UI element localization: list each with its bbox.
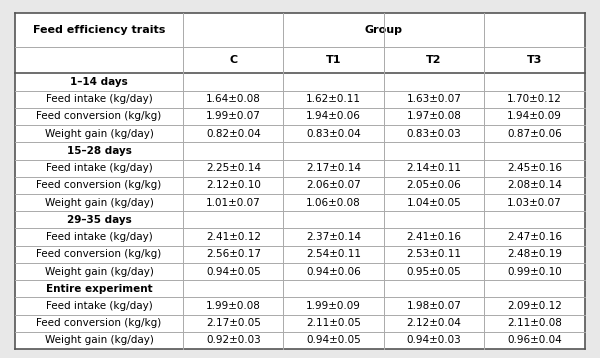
Text: 2.12±0.04: 2.12±0.04	[407, 318, 461, 328]
Text: 1.99±0.09: 1.99±0.09	[306, 301, 361, 311]
Text: 0.99±0.10: 0.99±0.10	[507, 266, 562, 276]
Text: 2.06±0.07: 2.06±0.07	[306, 180, 361, 190]
Text: Feed conversion (kg/kg): Feed conversion (kg/kg)	[37, 318, 162, 328]
Text: 0.92±0.03: 0.92±0.03	[206, 335, 260, 345]
Text: 0.83±0.04: 0.83±0.04	[306, 129, 361, 139]
Text: 1.01±0.07: 1.01±0.07	[206, 198, 260, 208]
Text: T2: T2	[426, 55, 442, 65]
Text: 2.05±0.06: 2.05±0.06	[407, 180, 461, 190]
Text: 1.94±0.09: 1.94±0.09	[507, 111, 562, 121]
Text: 2.41±0.12: 2.41±0.12	[206, 232, 261, 242]
Text: 2.11±0.05: 2.11±0.05	[306, 318, 361, 328]
Text: 0.82±0.04: 0.82±0.04	[206, 129, 260, 139]
Text: Feed intake (kg/day): Feed intake (kg/day)	[46, 163, 152, 173]
Text: 2.08±0.14: 2.08±0.14	[507, 180, 562, 190]
Text: 1.70±0.12: 1.70±0.12	[507, 94, 562, 104]
Text: T3: T3	[527, 55, 542, 65]
Text: 0.87±0.06: 0.87±0.06	[507, 129, 562, 139]
Text: Feed conversion (kg/kg): Feed conversion (kg/kg)	[37, 249, 162, 259]
Text: Feed conversion (kg/kg): Feed conversion (kg/kg)	[37, 180, 162, 190]
Text: 0.94±0.03: 0.94±0.03	[407, 335, 461, 345]
Text: Feed intake (kg/day): Feed intake (kg/day)	[46, 232, 152, 242]
Text: 2.48±0.19: 2.48±0.19	[507, 249, 562, 259]
Text: Feed intake (kg/day): Feed intake (kg/day)	[46, 94, 152, 104]
Text: Group: Group	[365, 25, 403, 34]
Text: C: C	[229, 55, 238, 65]
Text: Weight gain (kg/day): Weight gain (kg/day)	[44, 198, 154, 208]
Text: 29–35 days: 29–35 days	[67, 215, 131, 225]
Text: 0.83±0.03: 0.83±0.03	[407, 129, 461, 139]
Text: 2.09±0.12: 2.09±0.12	[507, 301, 562, 311]
Text: 1.99±0.07: 1.99±0.07	[206, 111, 261, 121]
Text: 2.37±0.14: 2.37±0.14	[306, 232, 361, 242]
Text: 2.14±0.11: 2.14±0.11	[406, 163, 461, 173]
Text: 2.54±0.11: 2.54±0.11	[306, 249, 361, 259]
Text: Entire experiment: Entire experiment	[46, 284, 152, 294]
Text: 0.94±0.06: 0.94±0.06	[306, 266, 361, 276]
Text: Feed intake (kg/day): Feed intake (kg/day)	[46, 301, 152, 311]
Text: 2.45±0.16: 2.45±0.16	[507, 163, 562, 173]
Text: 2.41±0.16: 2.41±0.16	[406, 232, 461, 242]
Text: 0.95±0.05: 0.95±0.05	[407, 266, 461, 276]
Text: 2.25±0.14: 2.25±0.14	[206, 163, 261, 173]
Text: Feed efficiency traits: Feed efficiency traits	[33, 25, 165, 34]
Text: 1.03±0.07: 1.03±0.07	[507, 198, 562, 208]
Text: 2.56±0.17: 2.56±0.17	[206, 249, 261, 259]
Text: 2.11±0.08: 2.11±0.08	[507, 318, 562, 328]
Text: T1: T1	[326, 55, 341, 65]
Text: 0.94±0.05: 0.94±0.05	[306, 335, 361, 345]
Text: Weight gain (kg/day): Weight gain (kg/day)	[44, 266, 154, 276]
Text: 2.12±0.10: 2.12±0.10	[206, 180, 261, 190]
Text: 0.96±0.04: 0.96±0.04	[507, 335, 562, 345]
Text: 1.62±0.11: 1.62±0.11	[306, 94, 361, 104]
Text: 0.94±0.05: 0.94±0.05	[206, 266, 260, 276]
Text: 1.97±0.08: 1.97±0.08	[407, 111, 461, 121]
Text: 1.64±0.08: 1.64±0.08	[206, 94, 261, 104]
Text: 2.53±0.11: 2.53±0.11	[406, 249, 461, 259]
Text: 1.04±0.05: 1.04±0.05	[407, 198, 461, 208]
Text: 1.94±0.06: 1.94±0.06	[306, 111, 361, 121]
Text: 1.63±0.07: 1.63±0.07	[407, 94, 461, 104]
Text: Weight gain (kg/day): Weight gain (kg/day)	[44, 129, 154, 139]
Text: 1.06±0.08: 1.06±0.08	[306, 198, 361, 208]
Text: 1.99±0.08: 1.99±0.08	[206, 301, 261, 311]
Text: 1.98±0.07: 1.98±0.07	[407, 301, 461, 311]
Text: 15–28 days: 15–28 days	[67, 146, 131, 156]
Text: 2.47±0.16: 2.47±0.16	[507, 232, 562, 242]
Text: Feed conversion (kg/kg): Feed conversion (kg/kg)	[37, 111, 162, 121]
Text: 1–14 days: 1–14 days	[70, 77, 128, 87]
Text: Weight gain (kg/day): Weight gain (kg/day)	[44, 335, 154, 345]
Text: 2.17±0.14: 2.17±0.14	[306, 163, 361, 173]
Text: 2.17±0.05: 2.17±0.05	[206, 318, 261, 328]
